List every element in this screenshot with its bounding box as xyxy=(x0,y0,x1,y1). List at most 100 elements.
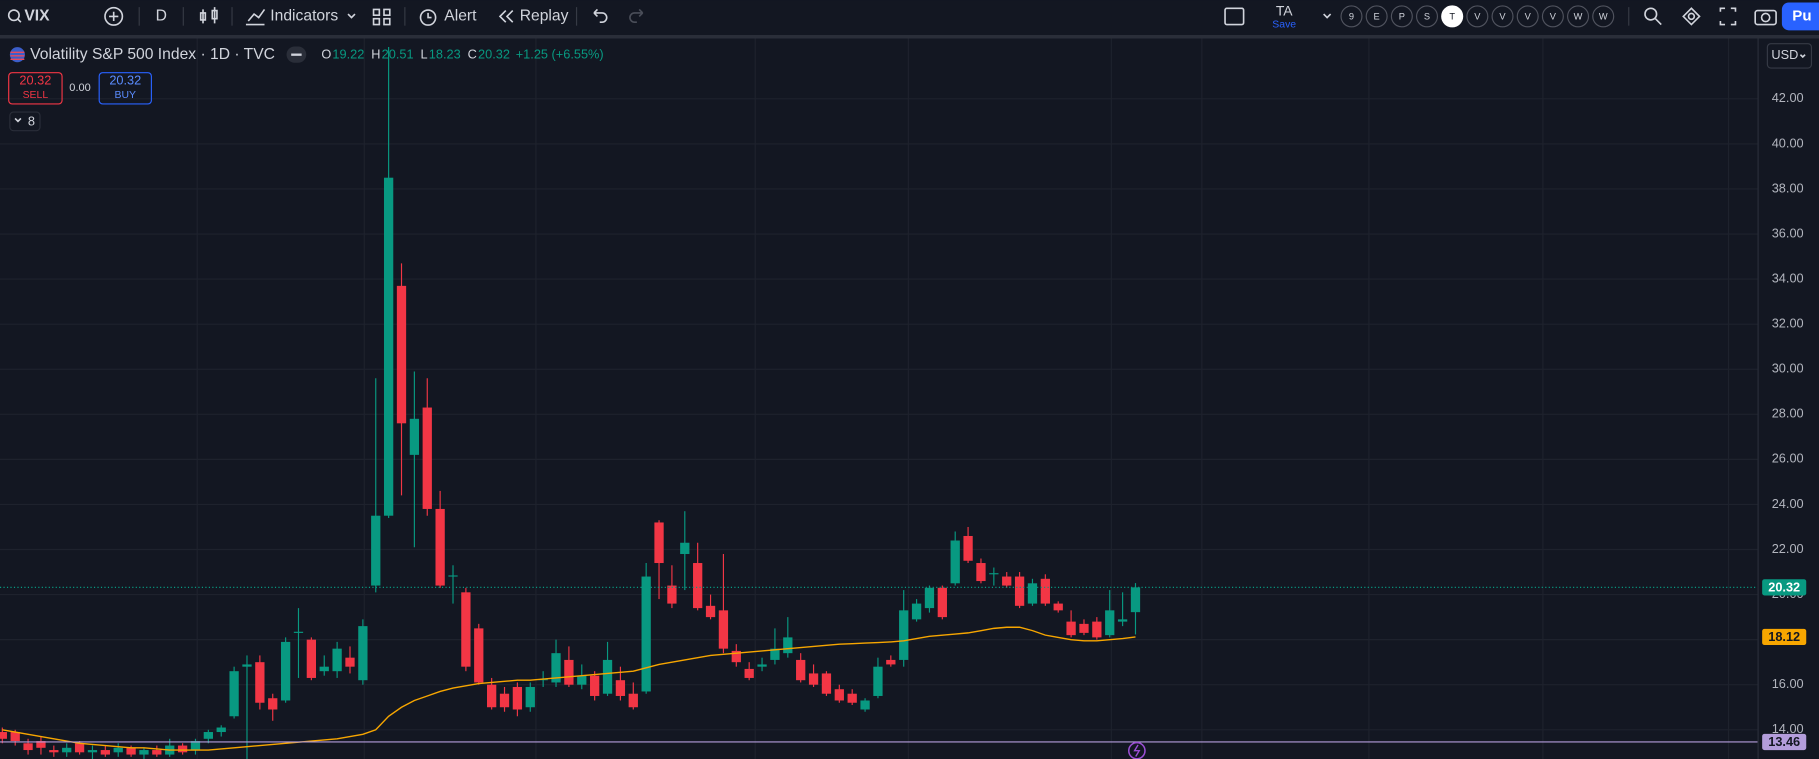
layout-name[interactable]: TA xyxy=(1276,2,1293,18)
candle-body xyxy=(1079,623,1089,633)
y-tick-label: 26.00 xyxy=(1772,451,1804,466)
watch-button[interactable] xyxy=(1365,5,1388,28)
watch-button[interactable] xyxy=(1390,5,1413,28)
candle-body xyxy=(474,628,484,683)
y-tick-label: 38.00 xyxy=(1772,180,1804,195)
candle-body xyxy=(190,741,201,751)
ohlc-label: C xyxy=(468,47,477,62)
sell-label[interactable]: SELL xyxy=(23,90,49,101)
candle-body xyxy=(1002,576,1012,586)
visibility-icon xyxy=(291,53,302,56)
publish-button[interactable] xyxy=(1781,2,1819,31)
layouts-button[interactable] xyxy=(372,8,391,26)
y-tick-label: 14.00 xyxy=(1772,721,1804,736)
compare-button[interactable] xyxy=(104,6,124,26)
currency-button[interactable] xyxy=(1766,43,1813,69)
chart-type-button[interactable] xyxy=(199,7,218,24)
layout-button[interactable] xyxy=(1224,7,1245,26)
ohlc-value: 19.22 xyxy=(332,47,364,62)
ohlc-value: 20.32 xyxy=(478,47,510,62)
indicators-icon xyxy=(245,8,266,26)
symbol-title: Volatility S&P 500 Index · 1D · TVC xyxy=(30,46,275,63)
candle-body xyxy=(783,637,793,654)
watch-button[interactable] xyxy=(1516,5,1539,28)
candle-body xyxy=(36,741,46,748)
watch-button[interactable] xyxy=(1567,5,1590,28)
save-label[interactable]: Save xyxy=(1272,19,1296,30)
candle-body xyxy=(216,727,226,733)
alert-button[interactable]: Alert xyxy=(444,8,477,25)
y-tick-label: 34.00 xyxy=(1772,270,1804,285)
watch-label: T xyxy=(1449,11,1455,21)
candle-body xyxy=(87,750,98,753)
watch-label: W xyxy=(1574,11,1583,21)
redo-button[interactable] xyxy=(629,8,644,24)
y-tick-label: 24.00 xyxy=(1772,496,1804,511)
flag-stripes xyxy=(10,51,25,61)
candle-body xyxy=(976,563,986,582)
candle-body xyxy=(1053,603,1063,611)
watch-label: V xyxy=(1550,11,1557,21)
sell-button[interactable] xyxy=(8,72,63,105)
fullscreen[interactable] xyxy=(1719,7,1737,26)
buy-label[interactable]: BUY xyxy=(115,90,136,101)
candle-body xyxy=(937,587,947,618)
indicators-chevron[interactable] xyxy=(347,13,356,19)
candle-body xyxy=(1117,619,1128,622)
candle-body xyxy=(847,693,857,703)
settings[interactable] xyxy=(1682,7,1701,26)
plus-icon xyxy=(109,11,119,22)
watch-button[interactable] xyxy=(1340,5,1363,28)
candle-body xyxy=(525,686,535,708)
ohlc-value: +1.25 (+6.55%) xyxy=(516,47,604,62)
undo-button[interactable] xyxy=(593,8,608,24)
replay-button[interactable]: Replay xyxy=(520,8,569,25)
candle-body xyxy=(255,662,265,703)
moving-average xyxy=(2,626,1136,751)
interval[interactable]: D xyxy=(156,8,167,25)
watch-button[interactable] xyxy=(1541,5,1564,28)
indicators-button[interactable]: Indicators xyxy=(270,8,338,25)
watch-button[interactable] xyxy=(1415,5,1439,28)
candle-body xyxy=(577,675,587,685)
buy-button[interactable] xyxy=(98,72,152,105)
ohlc-value: 20.51 xyxy=(382,47,414,62)
watch-button[interactable] xyxy=(1441,5,1464,28)
spread: 0.00 xyxy=(69,82,90,94)
candle-body xyxy=(705,605,716,618)
candle-body xyxy=(100,750,110,755)
candle-body xyxy=(1105,610,1115,636)
publish-label[interactable]: Pu xyxy=(1792,7,1811,24)
candle-body xyxy=(396,285,407,424)
watch-button[interactable] xyxy=(1491,5,1514,28)
alert-icon-hands xyxy=(427,12,432,19)
indicators-count[interactable]: 8 xyxy=(28,113,35,128)
y-tick-label: 30.00 xyxy=(1772,361,1804,376)
candle-body xyxy=(1066,621,1076,636)
indicators-collapse[interactable] xyxy=(9,111,41,132)
price-label: 18.12 xyxy=(1768,629,1800,644)
y-tick-label: 22.00 xyxy=(1772,541,1804,556)
watch-button[interactable] xyxy=(1466,5,1489,28)
watchlist-buttons: 9 E P S T V V V V W W xyxy=(1340,5,1615,28)
y-tick-label: 40.00 xyxy=(1772,135,1804,150)
ohlc-value: 18.23 xyxy=(429,47,461,62)
replay-icon xyxy=(498,10,514,23)
watch-label: 9 xyxy=(1349,11,1354,21)
candle-body xyxy=(731,650,741,663)
ohlc-label: O xyxy=(321,47,331,62)
currency[interactable]: USD xyxy=(1771,47,1798,62)
buy-price[interactable]: 20.32 xyxy=(109,73,141,88)
candle-body xyxy=(345,657,355,667)
layout-chevron[interactable] xyxy=(1323,13,1332,19)
sell-price[interactable]: 20.32 xyxy=(19,73,51,88)
screenshot[interactable] xyxy=(1754,9,1777,26)
symbol[interactable]: VIX xyxy=(24,8,50,25)
quick-search[interactable] xyxy=(1644,7,1658,21)
plot: 14.0016.0018.0020.0022.0024.0026.0028.00… xyxy=(0,38,1807,759)
watch-button[interactable] xyxy=(1592,5,1615,28)
symbol-search[interactable]: VIX xyxy=(7,8,50,25)
